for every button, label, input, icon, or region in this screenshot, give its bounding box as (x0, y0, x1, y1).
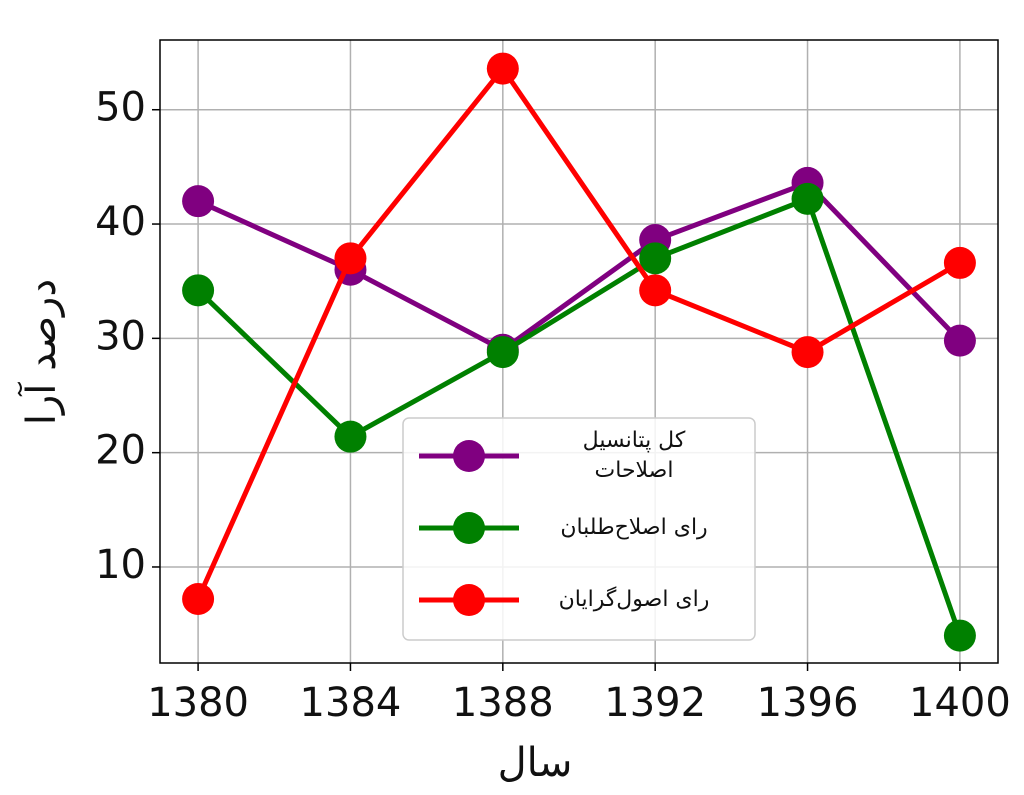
legend-label: رای اصلاح‌طلبان (560, 515, 708, 540)
data-point (182, 185, 215, 218)
x-tick-label: 1400 (909, 680, 1011, 726)
data-point (943, 619, 976, 652)
legend-swatch-marker (453, 440, 485, 472)
legend-swatch-marker (453, 584, 485, 616)
x-tick-label: 1384 (300, 680, 402, 726)
data-point (943, 324, 976, 357)
x-tick-label: 1388 (452, 680, 554, 726)
data-point (639, 242, 672, 275)
y-tick-label: 10 (95, 542, 146, 588)
plot-frame (159, 39, 999, 664)
data-point (639, 274, 672, 307)
y-tick-label: 40 (95, 199, 146, 245)
data-point (182, 582, 215, 615)
x-tick-label: 1396 (757, 680, 859, 726)
series-line (197, 179, 962, 353)
data-point (334, 242, 367, 275)
legend-box (402, 417, 756, 641)
y-tick-label: 30 (95, 313, 146, 359)
x-tick-label: 1392 (604, 680, 706, 726)
legend-swatch-marker (453, 512, 485, 544)
data-point (486, 52, 519, 85)
data-point (943, 246, 976, 279)
series-line (195, 64, 962, 601)
data-point (791, 336, 824, 369)
data-point (182, 274, 215, 307)
x-axis-label: سال (498, 740, 573, 786)
data-point (791, 182, 824, 215)
grid (160, 40, 998, 663)
y-tick-label: 50 (95, 85, 146, 131)
legend-label: کل پتانسیل اصلاحات (582, 428, 686, 483)
data-point (486, 336, 519, 369)
y-axis-label: درصد آرا (17, 279, 65, 425)
data-point (334, 420, 367, 453)
x-tick-label: 1380 (147, 680, 249, 726)
legend-label: رای اصول‌گرایان (558, 587, 710, 612)
y-tick-label: 20 (95, 428, 146, 474)
series-line (196, 195, 963, 637)
